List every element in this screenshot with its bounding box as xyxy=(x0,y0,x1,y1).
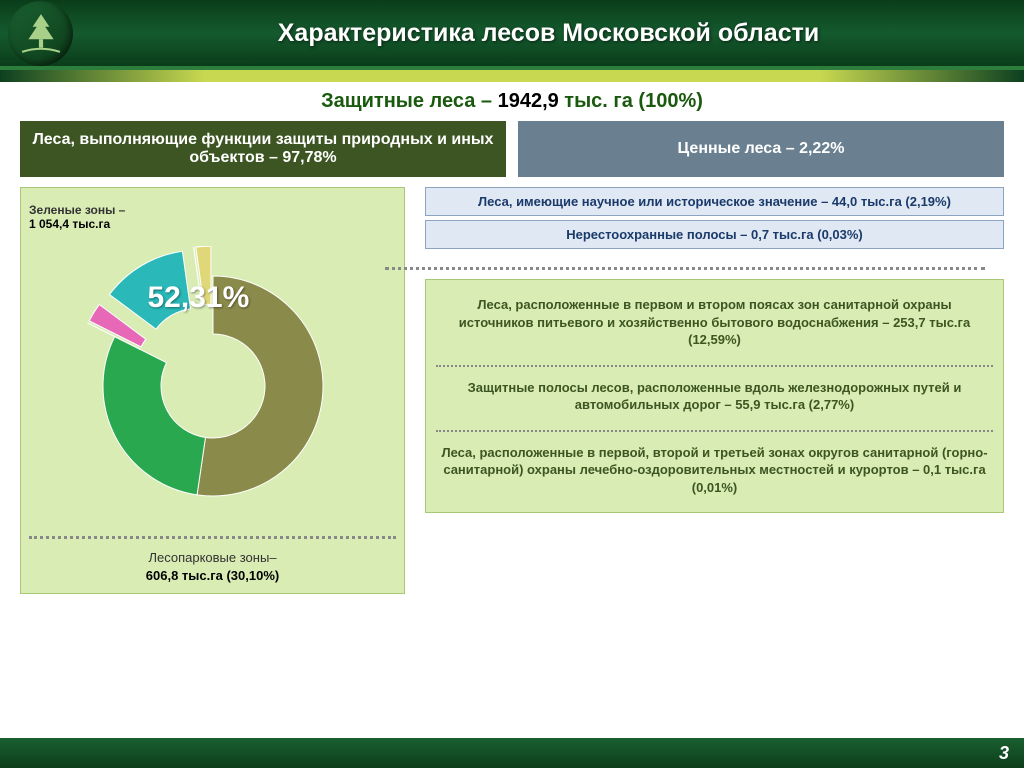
detail-panel: Леса, расположенные в первом и втором по… xyxy=(425,279,1004,513)
label-park-zone: Лесопарковые зоны– 606,8 тыс.га (30,10%) xyxy=(29,536,396,585)
label-green-zone: Зеленые зоны –1 054,4 тыс.га xyxy=(29,203,125,231)
page-title: Характеристика лесов Московской области xyxy=(73,19,1024,48)
subtitle: Защитные леса – 1942,9 тыс. га (100%) xyxy=(0,82,1024,121)
para-water: Леса, расположенные в первом и втором по… xyxy=(436,290,993,355)
para-roads: Защитные полосы лесов, расположенные вдо… xyxy=(436,365,993,420)
tree-icon xyxy=(20,12,62,54)
main-pct-label: 52,31% xyxy=(148,281,250,315)
left-panel: Зеленые зоны –1 054,4 тыс.га 52,31% Лесо… xyxy=(20,187,405,594)
donut-chart: 52,31% xyxy=(73,246,353,526)
accent-stripe xyxy=(0,70,1024,82)
footer-bar: 3 xyxy=(0,738,1024,768)
page-number: 3 xyxy=(999,743,1009,764)
logo-badge xyxy=(8,1,73,66)
header-bar: Характеристика лесов Московской области xyxy=(0,0,1024,70)
right-panel: Леса, имеющие научное или историческое з… xyxy=(425,187,1004,594)
category-boxes: Леса, выполняющие функции защиты природн… xyxy=(0,121,1024,177)
box-protective: Леса, выполняющие функции защиты природн… xyxy=(20,121,506,177)
info-scientific: Леса, имеющие научное или историческое з… xyxy=(425,187,1004,216)
para-resorts: Леса, расположенные в первой, второй и т… xyxy=(436,430,993,503)
box-valuable: Ценные леса – 2,22% xyxy=(518,121,1004,177)
info-spawn: Нерестоохранные полосы – 0,7 тыс.га (0,0… xyxy=(425,220,1004,249)
divider-dots xyxy=(385,267,985,270)
